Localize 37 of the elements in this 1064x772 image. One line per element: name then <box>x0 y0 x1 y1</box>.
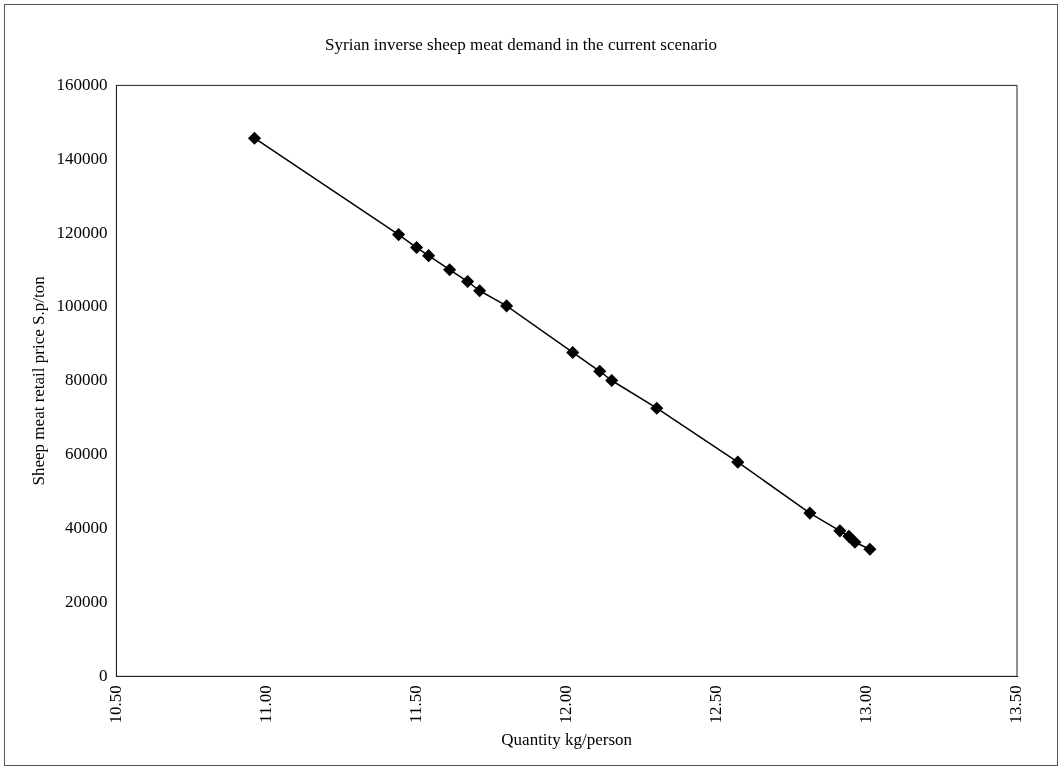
point <box>605 374 618 387</box>
point <box>848 536 862 549</box>
point <box>593 365 606 378</box>
y-tick-label: 0 <box>98 665 108 685</box>
x-tick-label: 10.50 <box>105 685 125 724</box>
point <box>473 284 486 298</box>
y-tick-label: 20000 <box>64 591 108 611</box>
x-tick-label: 11.50 <box>406 685 426 723</box>
y-tick-label: 60000 <box>64 444 108 464</box>
y-tick-label: 100000 <box>56 296 108 316</box>
point <box>443 263 456 276</box>
point <box>731 455 745 469</box>
y-tick-label: 80000 <box>64 370 108 390</box>
y-tick-label: 40000 <box>64 518 108 538</box>
point <box>500 299 513 313</box>
point <box>803 506 817 520</box>
x-tick-label: 11.00 <box>255 685 275 723</box>
x-tick-label: 12.00 <box>556 685 576 724</box>
x-tick-label: 13.50 <box>1006 685 1026 724</box>
x-tick-label: 13.00 <box>856 685 876 724</box>
point <box>650 401 664 415</box>
point <box>410 241 423 254</box>
point <box>248 131 261 145</box>
y-tick-label: 160000 <box>56 74 108 94</box>
x-axis-title: Quantity kg/person <box>501 730 633 750</box>
point <box>461 275 474 288</box>
x-tick-label: 12.50 <box>706 685 726 724</box>
point <box>422 249 435 262</box>
chart-title: Syrian inverse sheep meat demand in the current scenario <box>325 34 717 54</box>
point <box>842 530 856 543</box>
y-axis-title: Sheep meat retail price S.p/ton <box>28 275 48 486</box>
point <box>863 543 877 556</box>
point <box>833 524 847 538</box>
y-tick-label: 140000 <box>56 148 108 168</box>
point <box>566 346 579 359</box>
point <box>392 228 405 241</box>
y-tick-label: 120000 <box>56 222 108 242</box>
